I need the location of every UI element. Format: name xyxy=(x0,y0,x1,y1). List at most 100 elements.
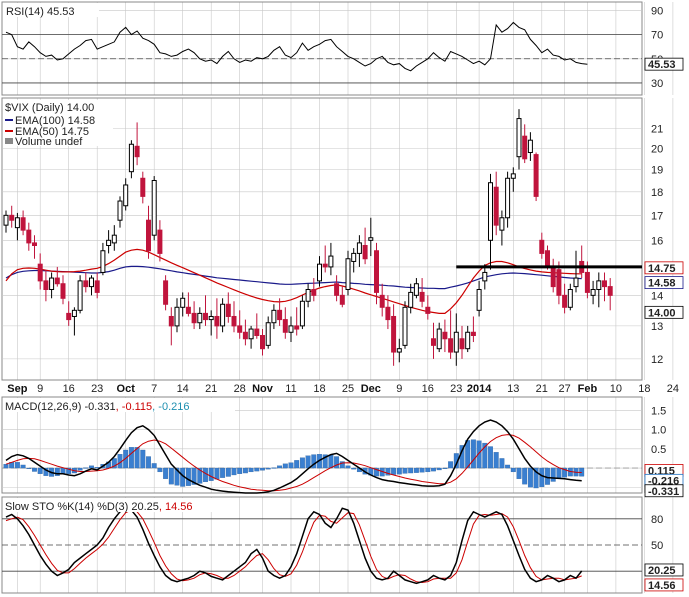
macd-histogram-bar xyxy=(442,467,448,469)
rsi-tick-label: 90 xyxy=(651,5,663,17)
macd-histogram-bar xyxy=(54,467,60,476)
price-tick-label: 12 xyxy=(651,354,663,366)
x-axis-tick-label: Dec xyxy=(361,383,381,395)
last-value-label: -0.331 xyxy=(648,486,679,498)
macd-histogram-bar xyxy=(510,467,516,473)
macd-histogram-bar xyxy=(533,467,539,489)
price-tick-label: 13 xyxy=(651,321,663,333)
ema50-legend-label: EMA(50) 14.75 xyxy=(15,126,89,138)
rsi-last-value: 45.53 xyxy=(644,57,684,71)
macd-histogram-bar xyxy=(453,453,459,469)
macd-histogram-bar xyxy=(488,446,493,469)
macd-histogram-bar xyxy=(83,467,89,469)
last-value-box xyxy=(644,57,684,71)
macd-histogram-bar xyxy=(140,449,146,469)
candle-body xyxy=(493,186,499,226)
candle-body xyxy=(66,312,72,321)
last-value-label: 14.75 xyxy=(648,263,676,275)
macd-histogram-bar xyxy=(271,467,277,469)
candle-body xyxy=(459,338,465,350)
last-value-label: 20.25 xyxy=(648,565,676,577)
candle-body xyxy=(294,325,300,330)
candle-body xyxy=(37,263,43,282)
macd-histogram-bar xyxy=(299,457,305,469)
macd-histogram-bar xyxy=(396,467,402,475)
candle-body xyxy=(402,306,408,346)
macd-title: MACD(12,26,9) -0.331, -0.115, -0.216 xyxy=(5,401,189,413)
macd-tick-label: 1.0 xyxy=(651,425,666,437)
macd-histogram-bar xyxy=(339,461,345,469)
x-axis-tick-label: 10 xyxy=(610,383,622,395)
rsi-tick-label: 70 xyxy=(651,30,663,42)
macd-histogram-bar xyxy=(413,467,419,473)
candle-body xyxy=(510,173,516,179)
macd-histogram-bar xyxy=(231,467,237,476)
x-axis-tick-label: 18 xyxy=(638,383,650,395)
candle-body xyxy=(567,288,573,308)
candle-body xyxy=(151,179,157,236)
candle-body xyxy=(288,325,294,333)
macd-histogram-bar xyxy=(311,454,317,469)
rsi-tick-label: 30 xyxy=(651,78,663,90)
stochastic-title-bg xyxy=(3,498,221,512)
macd-histogram-bar xyxy=(146,456,151,469)
candle-body xyxy=(26,229,32,244)
macd-histogram-bar xyxy=(191,467,197,485)
macd-panel-frame xyxy=(1,396,643,494)
macd-panel: 1.51.00.50.0-0.5 0.115-0.216-0.331 MACD(… xyxy=(1,396,684,498)
candle-body xyxy=(505,177,511,219)
candle-body xyxy=(396,348,402,353)
x-axis-tick-label: 28 xyxy=(234,383,246,395)
candle-body xyxy=(311,288,317,296)
x-axis-tick-label: 14 xyxy=(177,383,189,395)
macd-histogram-bar xyxy=(203,467,208,483)
macd-histogram-bar xyxy=(237,467,243,474)
candle-body xyxy=(71,309,77,317)
macd-histogram-bar xyxy=(174,467,180,486)
candle-body xyxy=(590,288,596,296)
candle-body xyxy=(14,217,20,229)
candle-body xyxy=(208,315,214,321)
macd-histogram-bar xyxy=(277,465,283,469)
candle-body xyxy=(271,309,277,324)
candle-body xyxy=(408,291,414,308)
x-axis-tick-label: 21 xyxy=(536,383,548,395)
x-axis-tick-label: 13 xyxy=(507,383,519,395)
candle-body xyxy=(556,269,562,296)
x-axis-tick-label: 23 xyxy=(450,383,462,395)
candle-body xyxy=(128,143,134,173)
candle-body xyxy=(277,309,283,321)
rsi-panel: 90705030 45.53 RSI(14) 45.53 xyxy=(1,1,684,96)
x-axis-tick-label: 9 xyxy=(396,383,402,395)
rsi-series-line xyxy=(5,21,588,72)
candle-body xyxy=(94,280,100,293)
macd-histogram-bar xyxy=(32,467,37,472)
ema100-legend-label: EMA(100) 14.58 xyxy=(15,115,95,127)
candle-body xyxy=(54,277,60,285)
macd-histogram-bar xyxy=(322,454,328,469)
x-axis-tick-label: Nov xyxy=(252,383,274,395)
macd-histogram-bar xyxy=(431,467,436,472)
macd-histogram-bar xyxy=(482,442,488,469)
candle-body xyxy=(20,217,26,231)
candle-body xyxy=(163,280,169,305)
price-legend-bg xyxy=(3,100,113,146)
candle-body xyxy=(317,263,322,282)
macd-histogram-bar xyxy=(220,467,226,478)
candle-body xyxy=(43,280,49,290)
candle-body xyxy=(413,283,419,296)
candle-body xyxy=(351,252,357,262)
macd-histogram-bar xyxy=(134,447,140,469)
x-axis-tick-label: 23 xyxy=(91,383,103,395)
macd-histogram-bar xyxy=(522,467,528,485)
macd-histogram-bar xyxy=(408,467,414,474)
candle-body xyxy=(260,335,265,350)
macd-histogram-bar xyxy=(14,462,20,469)
candle-body xyxy=(425,306,431,314)
price-tick-label: 17 xyxy=(651,210,663,222)
candle-body xyxy=(362,244,368,260)
candle-body xyxy=(220,303,226,327)
macd-histogram-bar xyxy=(260,467,265,471)
candle-body xyxy=(89,277,94,288)
macd-histogram-bar xyxy=(476,440,482,469)
